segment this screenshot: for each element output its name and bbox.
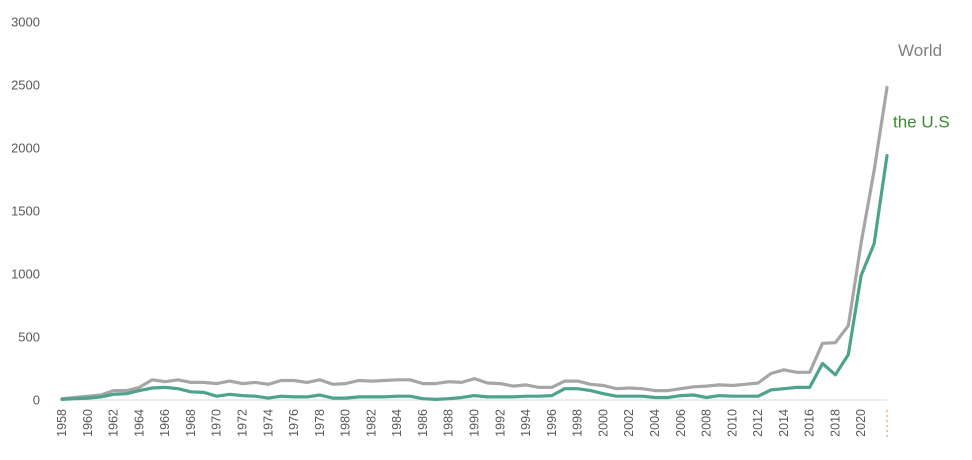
y-axis: 0 500 1000 1500 2000 2500 3000	[11, 15, 40, 408]
x-tick-label: 1978	[313, 409, 327, 437]
x-tick-label: 1998	[571, 409, 585, 437]
x-tick-label: 1996	[545, 409, 559, 437]
x-tick-label: 1962	[107, 409, 121, 437]
series-label-world: World	[898, 41, 942, 60]
series-line-world	[60, 85, 889, 401]
x-tick-label: 1966	[158, 409, 172, 437]
x-tick-label: 1974	[261, 409, 275, 437]
series-group	[60, 85, 889, 401]
x-tick-label: 1990	[468, 409, 482, 437]
y-tick-label: 2500	[11, 78, 40, 93]
y-tick-label: 1000	[11, 267, 40, 282]
x-tick-label: 2020	[854, 409, 868, 437]
x-tick-label: 1968	[184, 409, 198, 437]
x-tick-label: 1964	[132, 409, 146, 437]
x-axis: 1958 1960 1962 1964 1966 1968 1970 1972 1974 1976…	[55, 409, 888, 440]
x-tick-label: 1984	[390, 409, 404, 437]
y-tick-label: 3000	[11, 15, 40, 30]
x-tick-label: 2002	[622, 409, 636, 437]
x-tick-label: 1960	[81, 409, 95, 437]
x-tick-label: 1982	[364, 409, 378, 437]
x-tick-label: 2014	[777, 409, 791, 437]
series-line-us	[60, 154, 889, 401]
x-tick-label: 1970	[210, 409, 224, 437]
x-tick-label: 1988	[442, 409, 456, 437]
y-tick-label: 2000	[11, 141, 40, 156]
series-label-us: the U.S	[893, 113, 950, 132]
x-tick-label: 2018	[828, 409, 842, 437]
x-tick-label: 1972	[235, 409, 249, 437]
x-tick-label: 1986	[416, 409, 430, 437]
x-tick-label: 2010	[725, 409, 739, 437]
x-tick-label: 1976	[287, 409, 301, 437]
x-tick-label: 2008	[700, 409, 714, 437]
x-tick-label: 1958	[55, 409, 69, 437]
x-tick-label: 1992	[493, 409, 507, 437]
x-tick-label: 2012	[751, 409, 765, 437]
x-tick-label: 2004	[648, 409, 662, 437]
x-tick-label: 2000	[596, 409, 610, 437]
x-tick-label: 1994	[519, 409, 533, 437]
x-tick-label: 2006	[674, 409, 688, 437]
y-tick-label: 1500	[11, 204, 40, 219]
y-tick-label: 0	[33, 393, 40, 408]
x-tick-label: 2016	[803, 409, 817, 437]
y-tick-label: 500	[18, 330, 40, 345]
x-tick-label: 1980	[339, 409, 353, 437]
